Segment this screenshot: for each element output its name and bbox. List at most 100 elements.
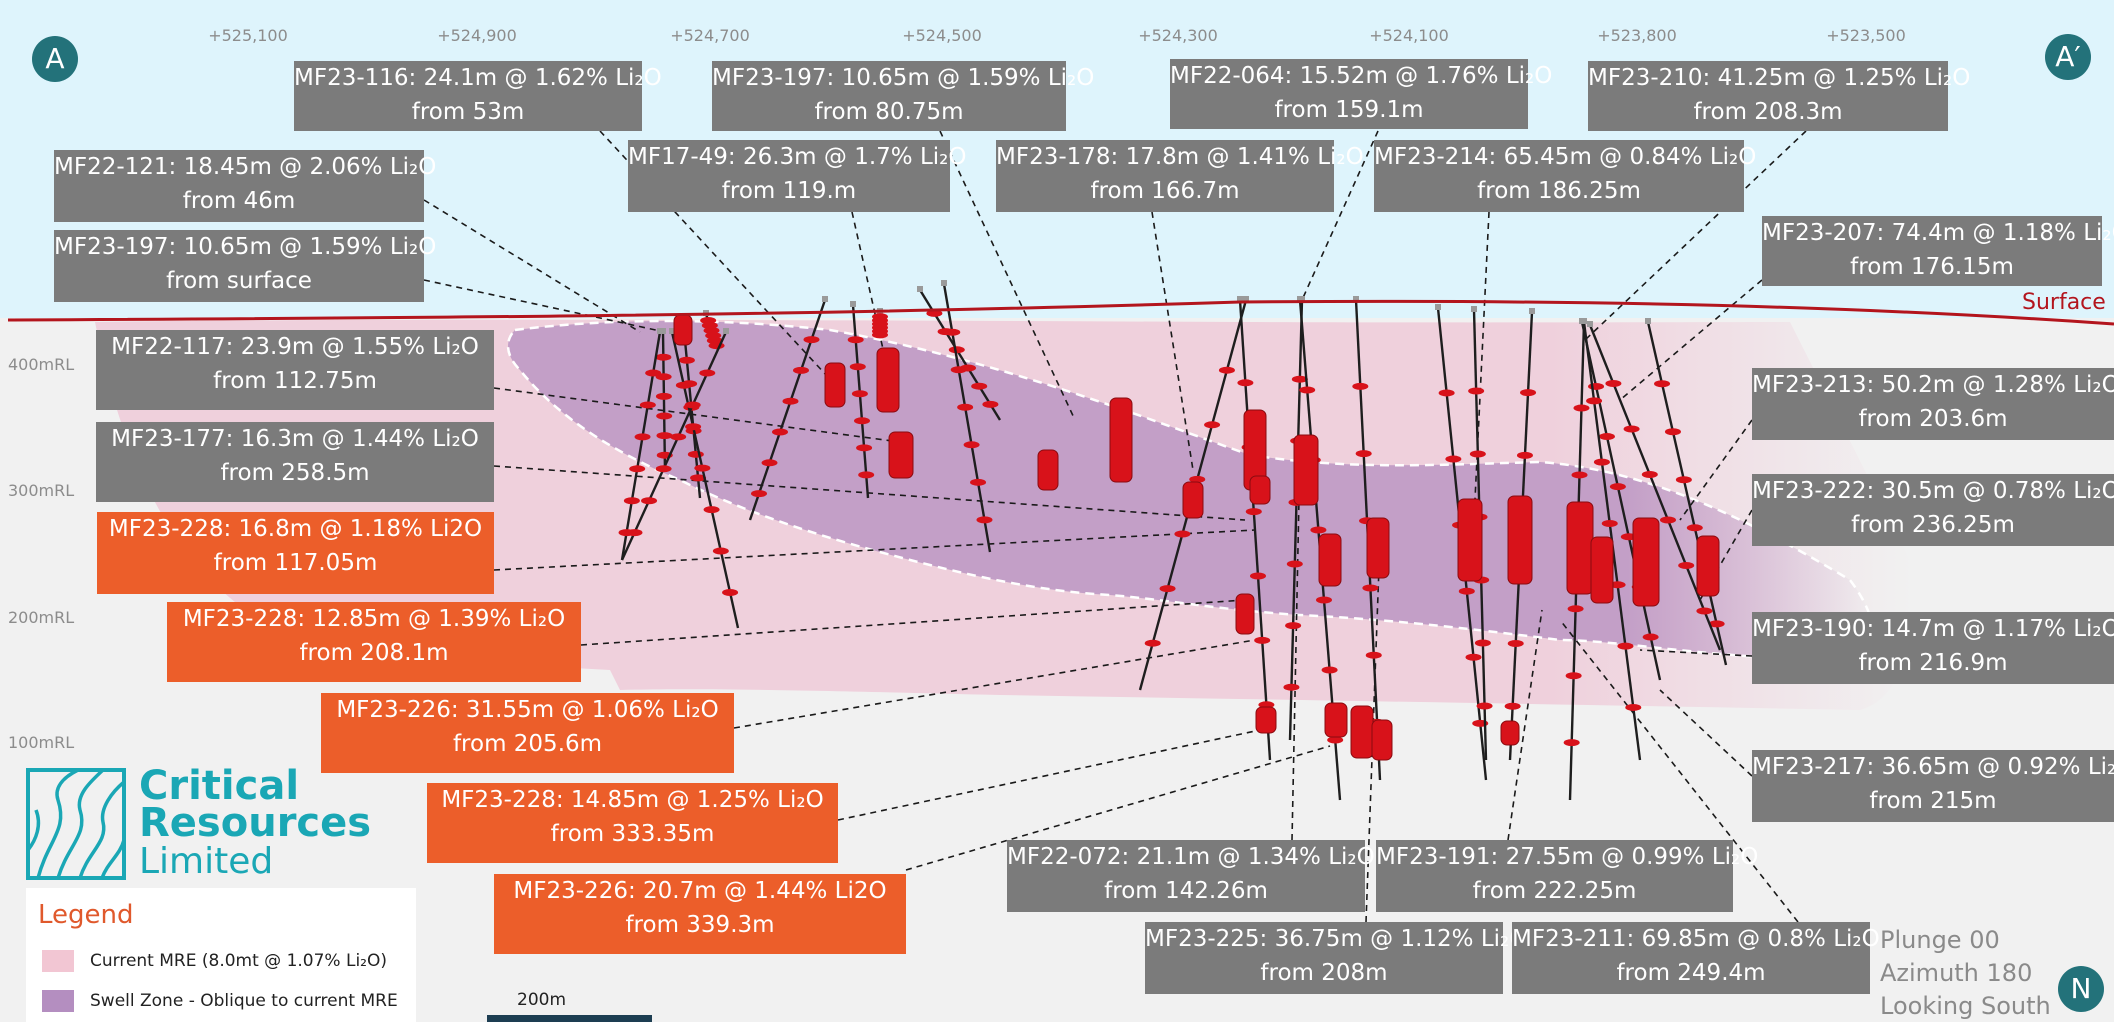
callout-depth: from 46m xyxy=(182,188,296,214)
callout-depth: from 176.15m xyxy=(1850,254,2014,280)
assay-disc xyxy=(963,441,980,449)
intercept-interval xyxy=(1037,449,1059,491)
assay-disc xyxy=(851,390,868,398)
drillhole-trace xyxy=(1588,324,1722,651)
assay-disc xyxy=(645,369,662,377)
assay-disc xyxy=(950,366,967,374)
assay-disc xyxy=(1283,683,1300,691)
intercept-interval xyxy=(1255,706,1277,734)
callout-depth: from 142.26m xyxy=(1104,878,1268,904)
callout-intercept: MF22-064: 15.52m @ 1.76% Li₂O xyxy=(1170,63,1553,89)
callout-depth: from 119.m xyxy=(721,178,857,204)
collar-marker xyxy=(917,286,923,292)
callout-intercept: MF23-210: 41.25m @ 1.25% Li₂O xyxy=(1588,65,1971,91)
intercept-interval xyxy=(1235,593,1255,635)
assay-disc xyxy=(639,401,656,409)
intercept-callout: MF23-228: 14.85m @ 1.25% Li₂O from 333.35… xyxy=(427,783,838,863)
callout-depth: from 203.6m xyxy=(1858,406,2008,432)
easting-label: +523,500 xyxy=(1826,26,1906,45)
intercept-callout: MF22-117: 23.9m @ 1.55% Li₂O from 112.75m xyxy=(96,330,494,410)
easting-label: +524,700 xyxy=(670,26,750,45)
assay-disc xyxy=(1664,428,1681,436)
leader-line xyxy=(1584,130,1807,341)
drillhole-trace xyxy=(670,331,740,629)
assay-disc xyxy=(1438,389,1455,397)
assay-disc xyxy=(678,356,695,364)
assay-disc xyxy=(629,465,646,473)
assay-disc xyxy=(1286,560,1303,568)
view-orientation: Plunge 00 Azimuth 180 Looking South xyxy=(1880,924,2051,1022)
collar-marker xyxy=(723,328,729,334)
callout-depth: from 208.1m xyxy=(299,640,449,666)
assay-disc xyxy=(847,336,864,344)
logo-mark xyxy=(26,768,126,880)
callout-depth: from 159.1m xyxy=(1274,97,1424,123)
callout-depth: from 186.25m xyxy=(1477,178,1641,204)
assay-disc xyxy=(1291,375,1308,383)
intercept-callout: MF23-178: 17.8m @ 1.41% Li₂O from 166.7m xyxy=(996,140,1364,212)
assay-disc xyxy=(1675,476,1692,484)
intercept-callout: MF22-121: 18.45m @ 2.06% Li₂O from 46m xyxy=(54,150,436,222)
legend-label: Swell Zone - Oblique to current MRE xyxy=(90,991,398,1011)
assay-disc xyxy=(1573,404,1590,412)
assay-disc xyxy=(1586,397,1603,405)
drillholes xyxy=(618,280,1728,801)
intercept-interval xyxy=(1249,475,1271,505)
assay-disc xyxy=(1299,386,1316,394)
assay-disc xyxy=(1588,382,1605,390)
leader-line xyxy=(1473,211,1490,521)
intercept-interval xyxy=(1109,397,1133,483)
intercept-callout: MF23-226: 31.55m @ 1.06% Li₂O from 205.6m xyxy=(321,693,734,773)
rl-level-label: 300mRL xyxy=(8,481,75,500)
intercept-callout: MF23-210: 41.25m @ 1.25% Li₂O from 208.3m xyxy=(1588,61,1971,131)
callout-intercept: MF23-191: 27.55m @ 0.99% Li₂O xyxy=(1376,844,1759,870)
assay-disc xyxy=(1445,455,1462,463)
collar-marker xyxy=(1581,318,1587,324)
callout-intercept: MF17-49: 26.3m @ 1.7% Li₂O xyxy=(628,144,967,170)
assay-disc xyxy=(1565,672,1582,680)
callout-depth: from 117.05m xyxy=(213,550,378,576)
assay-disc xyxy=(1563,739,1580,747)
assay-disc xyxy=(1605,380,1622,387)
drillhole-trace xyxy=(942,283,992,553)
callout-depth: from 216.9m xyxy=(1858,650,2008,676)
assay-disc xyxy=(1641,471,1658,478)
callout-intercept: MF23-228: 14.85m @ 1.25% Li₂O xyxy=(441,787,824,813)
drillhole-trace xyxy=(1580,321,1662,681)
easting-label: +524,900 xyxy=(437,26,517,45)
assay-disc xyxy=(982,400,999,408)
intercept-callout: MF23-197: 10.65m @ 1.59% Li₂O from 80.75m xyxy=(712,61,1095,131)
assay-disc xyxy=(1327,736,1344,744)
surface-label: Surface xyxy=(2022,290,2106,315)
legend-swatch-swell xyxy=(42,990,74,1012)
leader-line xyxy=(733,639,1256,729)
callout-intercept: MF23-225: 36.75m @ 1.12% Li₂O xyxy=(1145,926,1528,952)
intercept-interval xyxy=(1566,501,1594,595)
callout-intercept: MF23-222: 30.5m @ 0.78% Li₂O xyxy=(1752,478,2114,504)
intercept-callout: MF23-191: 27.55m @ 0.99% Li₂O from 222.25… xyxy=(1376,840,1759,912)
assay-disc xyxy=(849,363,866,371)
assay-disc xyxy=(690,474,707,482)
leader-line xyxy=(939,130,1076,421)
looking-direction-text: Looking South xyxy=(1880,992,2051,1020)
assay-disc xyxy=(1174,530,1191,538)
assay-disc xyxy=(712,547,729,555)
collar-marker xyxy=(1243,296,1249,302)
intercept-callout: MF23-116: 24.1m @ 1.62% Li₂O from 53m xyxy=(294,61,662,131)
collar-marker xyxy=(1435,304,1441,310)
rl-level-label: 400mRL xyxy=(8,355,75,374)
assay-disc xyxy=(655,465,672,473)
legend-title: Legend xyxy=(38,900,134,930)
assay-disc xyxy=(1609,581,1626,589)
logo-text: Resources xyxy=(139,800,372,846)
collar-marker xyxy=(1529,308,1535,314)
callout-intercept: MF23-197: 10.65m @ 1.59% Li₂O xyxy=(712,65,1095,91)
company-logo: Critical Resources Limited xyxy=(26,764,371,884)
leader-line xyxy=(837,729,1261,821)
plunge-text: Plunge 00 xyxy=(1880,926,2000,954)
collar-marker xyxy=(669,328,675,334)
intercept-interval xyxy=(1366,517,1390,579)
intercept-interval xyxy=(1457,498,1483,582)
assay-disc xyxy=(1250,572,1266,580)
assay-disc xyxy=(1218,366,1235,374)
